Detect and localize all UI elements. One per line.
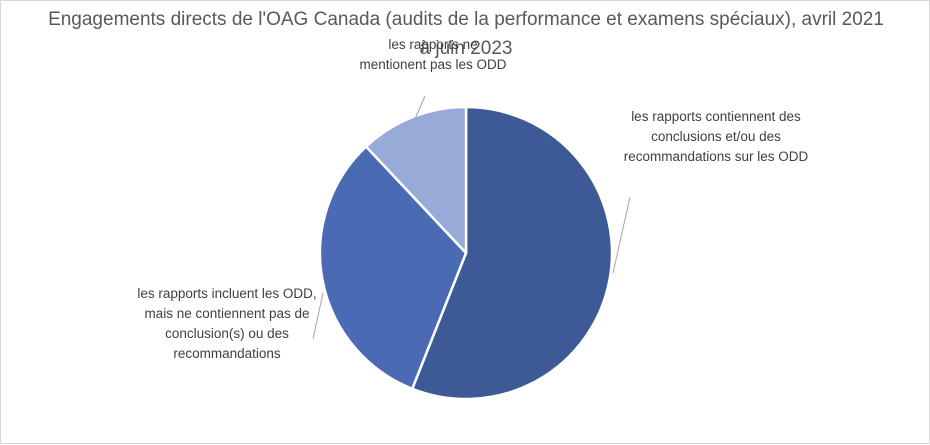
leader-line-no-odd (414, 95, 426, 120)
data-label-odd-conclusions: les rapports contiennent des conclusions… (623, 109, 809, 164)
leader-line-odd-conclusions (612, 196, 631, 274)
slice-odd-no-conclusions (318, 145, 468, 390)
slice-no-odd (364, 105, 468, 255)
data-label-odd-no-conclusions: les rapports incluent les ODD, mais ne c… (137, 286, 317, 361)
slice-odd-conclusions (411, 105, 614, 401)
leader-line-odd-no-conclusions (312, 292, 324, 340)
chart-title: Engagements directs de l'OAG Canada (aud… (48, 9, 884, 59)
data-label-no-odd: les rapports ne mentionent pas les ODD (359, 37, 507, 72)
